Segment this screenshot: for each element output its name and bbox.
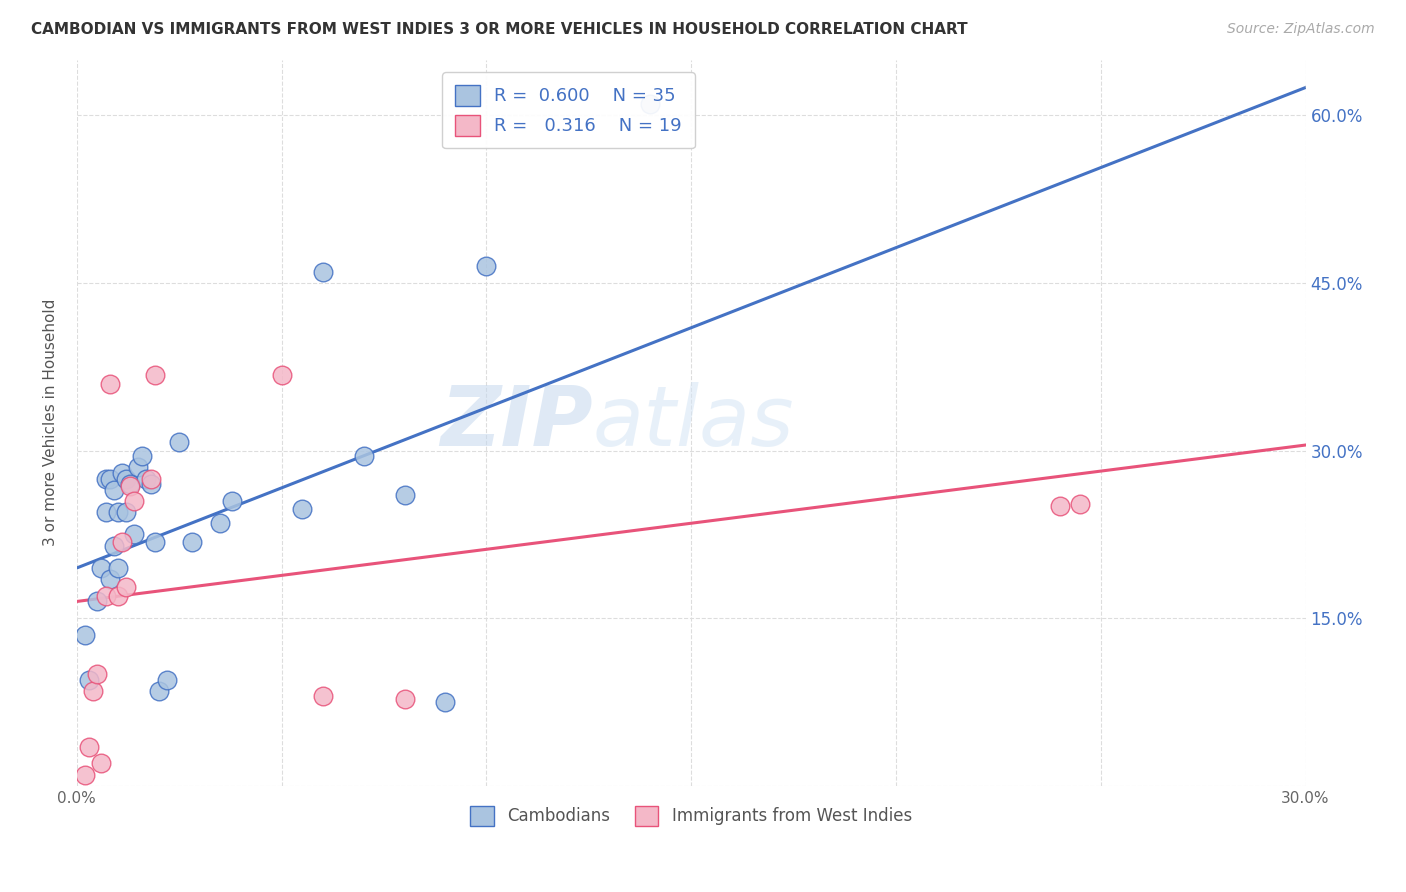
Point <box>156 673 179 687</box>
Point <box>434 695 457 709</box>
Text: ZIP: ZIP <box>440 382 593 463</box>
Point <box>209 516 232 531</box>
Point <box>120 479 142 493</box>
Point <box>94 505 117 519</box>
Point <box>180 535 202 549</box>
Point <box>353 449 375 463</box>
Point <box>143 535 166 549</box>
Point <box>131 449 153 463</box>
Point <box>77 673 100 687</box>
Point <box>120 477 142 491</box>
Point <box>311 690 333 704</box>
Point <box>98 572 121 586</box>
Text: CAMBODIAN VS IMMIGRANTS FROM WEST INDIES 3 OR MORE VEHICLES IN HOUSEHOLD CORRELA: CAMBODIAN VS IMMIGRANTS FROM WEST INDIES… <box>31 22 967 37</box>
Point <box>115 471 138 485</box>
Point <box>135 471 157 485</box>
Point <box>115 580 138 594</box>
Point <box>167 434 190 449</box>
Point <box>111 535 134 549</box>
Point <box>86 667 108 681</box>
Point <box>139 477 162 491</box>
Point <box>103 539 125 553</box>
Legend: Cambodians, Immigrants from West Indies: Cambodians, Immigrants from West Indies <box>460 797 922 836</box>
Point <box>107 589 129 603</box>
Point <box>221 494 243 508</box>
Point <box>139 471 162 485</box>
Point <box>143 368 166 382</box>
Point <box>107 505 129 519</box>
Point <box>122 527 145 541</box>
Point <box>475 260 498 274</box>
Point <box>90 756 112 771</box>
Point <box>94 471 117 485</box>
Point <box>98 376 121 391</box>
Point <box>86 594 108 608</box>
Point <box>1049 500 1071 514</box>
Point <box>394 691 416 706</box>
Point <box>107 561 129 575</box>
Text: atlas: atlas <box>593 382 794 463</box>
Point <box>127 460 149 475</box>
Point <box>94 589 117 603</box>
Point <box>98 471 121 485</box>
Point <box>77 739 100 754</box>
Point <box>73 628 96 642</box>
Point <box>311 265 333 279</box>
Text: Source: ZipAtlas.com: Source: ZipAtlas.com <box>1227 22 1375 37</box>
Point <box>103 483 125 497</box>
Point <box>111 466 134 480</box>
Point <box>82 683 104 698</box>
Point <box>394 488 416 502</box>
Point <box>148 683 170 698</box>
Point <box>1069 497 1091 511</box>
Y-axis label: 3 or more Vehicles in Household: 3 or more Vehicles in Household <box>44 299 58 547</box>
Point <box>291 501 314 516</box>
Point <box>122 494 145 508</box>
Point <box>638 97 661 112</box>
Point <box>90 561 112 575</box>
Point <box>73 767 96 781</box>
Point <box>115 505 138 519</box>
Point <box>270 368 292 382</box>
